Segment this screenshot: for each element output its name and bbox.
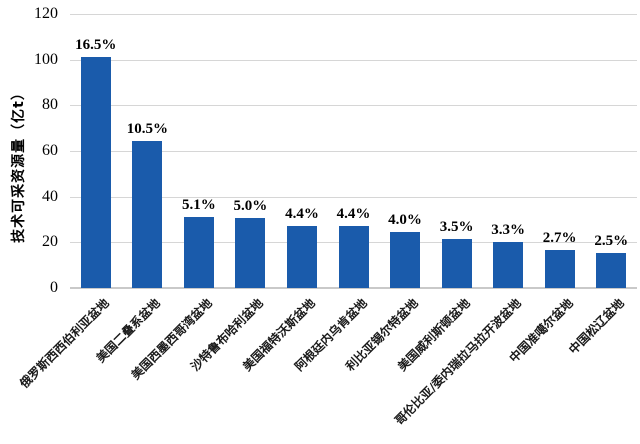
bar-value-label: 4.4% — [336, 206, 371, 223]
y-axis-tick-label: 60 — [42, 142, 58, 159]
bar — [441, 239, 472, 288]
bar — [493, 241, 524, 288]
y-axis-tick-label: 20 — [42, 233, 58, 251]
bar — [338, 226, 369, 288]
bar-value-label: 4.0% — [388, 212, 422, 229]
gridline — [70, 59, 637, 61]
bar-value-label: 5.0% — [233, 198, 268, 215]
gridline — [70, 14, 637, 15]
y-axis-tick-label: 0 — [50, 279, 58, 296]
x-axis-category-label: 中国松辽盆地 — [566, 296, 628, 357]
bar-value-label: 2.5% — [594, 233, 629, 250]
bar — [80, 57, 111, 288]
bar — [390, 232, 421, 288]
bar-value-label: 16.5% — [75, 37, 117, 54]
bar-value-label: 3.5% — [439, 219, 474, 236]
gridline — [70, 105, 637, 107]
bar-value-label: 5.1% — [181, 196, 216, 213]
bar — [544, 250, 575, 288]
bar — [286, 226, 317, 288]
bar — [132, 140, 163, 288]
bar-value-label: 10.5% — [126, 120, 168, 137]
bar-value-label: 4.4% — [285, 206, 319, 223]
y-axis-tick-label: 40 — [42, 187, 58, 205]
bar — [235, 218, 266, 288]
bar-value-label: 2.7% — [542, 230, 577, 247]
y-axis-tick-label: 80 — [42, 96, 58, 114]
bar — [183, 216, 214, 288]
x-axis-line — [70, 287, 637, 289]
bar — [596, 253, 627, 288]
y-axis-tick-label: 100 — [34, 50, 58, 68]
bar-value-label: 3.3% — [491, 221, 525, 238]
y-axis-tick-label: 120 — [34, 5, 58, 22]
gridline — [70, 196, 637, 198]
gridline — [70, 151, 637, 152]
